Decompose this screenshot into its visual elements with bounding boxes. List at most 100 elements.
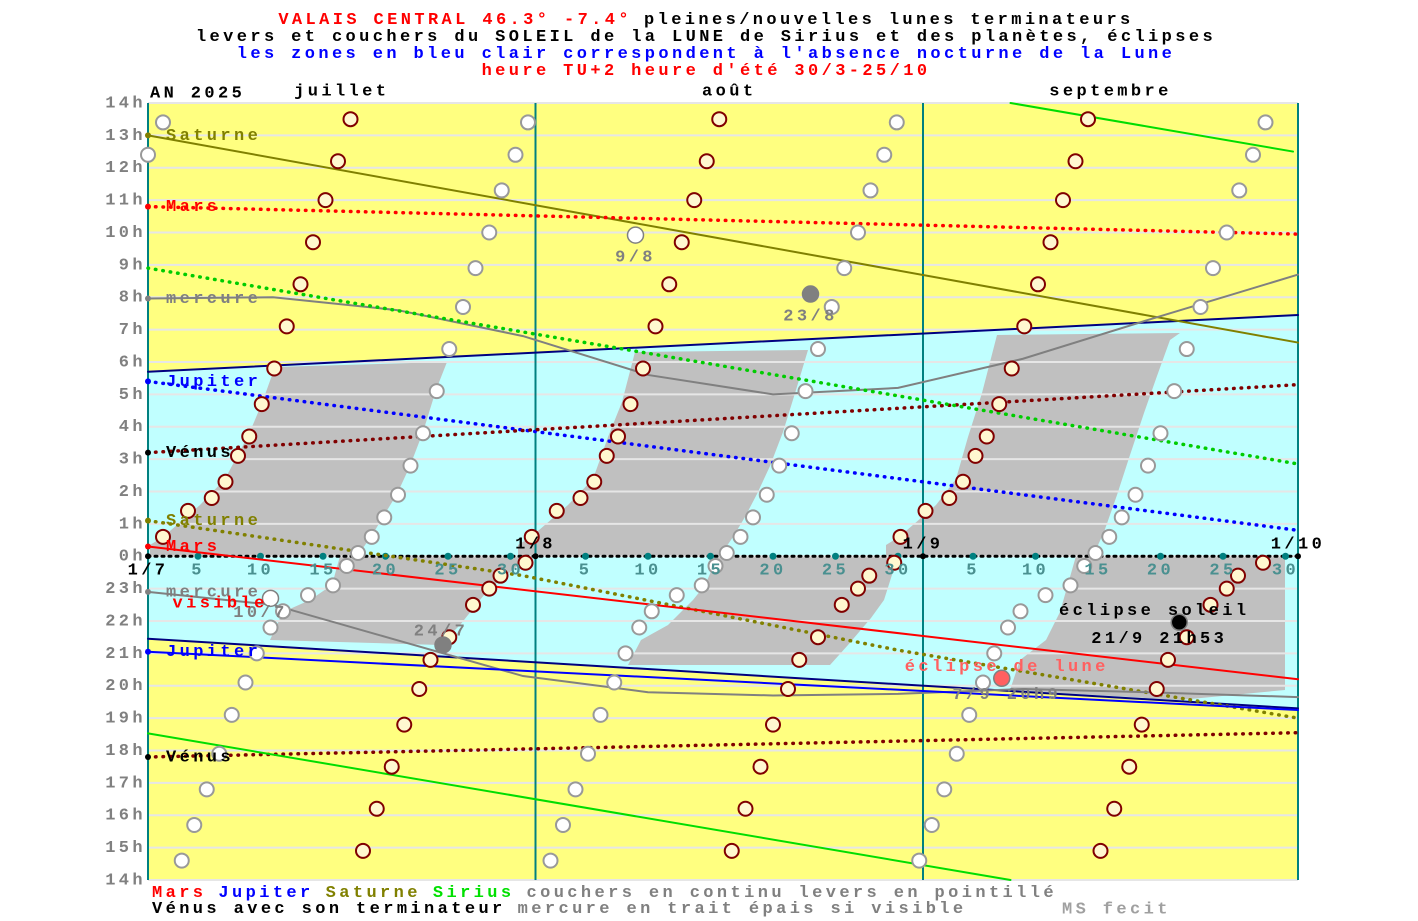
title-line-segment: pleines/nouvelles lunes terminateurs <box>644 11 1134 30</box>
moon-marker <box>978 428 995 445</box>
y-tick-label: 20h <box>105 677 146 696</box>
month-dot <box>1295 553 1301 560</box>
month-start-label: 1/8 <box>515 536 556 555</box>
month-label: septembre <box>1049 82 1171 101</box>
y-tick-label: 8h <box>119 289 146 308</box>
series-line <box>147 650 1299 712</box>
y-tick-label: 13h <box>105 127 146 146</box>
series-line <box>147 590 1299 699</box>
moon-marker <box>823 298 840 315</box>
x-tick <box>582 552 589 560</box>
moon-marker <box>180 502 196 519</box>
moon-marker <box>292 276 309 293</box>
event-date: 7/9 20h9 <box>952 686 1061 705</box>
moon-marker <box>1080 111 1096 128</box>
footer-line: Mars Jupiter Saturne Sirius couchers en cont… <box>152 884 1057 903</box>
moon-marker <box>1140 457 1156 474</box>
x-tick <box>194 552 202 560</box>
moon-marker <box>737 800 754 817</box>
series-label: Vénus <box>166 444 234 463</box>
moon-marker <box>862 182 879 199</box>
moon-marker <box>1055 192 1071 209</box>
x-tick-label: 10 <box>634 562 661 581</box>
footer-line-segment: Sirius <box>433 884 515 903</box>
footer-line-segment: mercure en trait épais si visible <box>518 900 967 919</box>
moon-marker <box>961 706 978 723</box>
events: 10/7 24/7 9/8 23/8 éclipse de lune 7/9 20h9 éc… <box>233 226 1246 705</box>
y-tick-label: 16h <box>105 807 146 826</box>
x-tick <box>644 552 652 560</box>
series-label: mercure <box>166 583 261 602</box>
moon-zone <box>886 333 1180 556</box>
moon-marker <box>917 502 934 519</box>
moon-marker <box>1166 383 1183 400</box>
moon-marker <box>493 182 510 199</box>
y-tick-label: 12h <box>105 159 146 178</box>
moon-markers <box>140 111 1274 869</box>
moon-marker <box>230 447 246 464</box>
series-start-dot <box>145 295 151 302</box>
moon-marker <box>305 234 321 251</box>
title-line-segment: heure TU+2 heure d'été 30/3-25/10 <box>482 62 931 81</box>
moon-marker <box>517 554 534 571</box>
moon-marker <box>955 473 971 490</box>
y-tick-label: 11h <box>105 192 146 211</box>
moon-marker <box>567 781 584 798</box>
event-marker <box>434 636 452 654</box>
moon-marker <box>1016 318 1033 335</box>
moon-marker <box>1101 528 1118 545</box>
moon-marker <box>698 153 715 170</box>
moon-marker <box>355 842 371 859</box>
moon-marker <box>441 341 458 358</box>
moon-marker <box>836 260 853 277</box>
moon-marker <box>548 502 565 519</box>
moon-marker <box>991 396 1008 413</box>
x-tick-label: 15 <box>1084 562 1111 581</box>
moon-marker <box>211 745 228 762</box>
month-start-label: 1/9 <box>903 536 944 555</box>
moon-marker <box>396 716 413 733</box>
moon-marker <box>422 651 439 668</box>
moon-marker <box>791 651 808 668</box>
moon-marker <box>542 852 559 869</box>
moon-marker <box>266 360 283 377</box>
moon-marker <box>606 674 623 691</box>
year-label: AN 2025 <box>150 84 245 103</box>
moon-marker <box>507 146 524 163</box>
moon-marker <box>1076 557 1093 574</box>
month-dot <box>145 553 151 560</box>
moon-marker <box>876 146 893 163</box>
moon-marker <box>455 298 471 315</box>
moon-marker <box>693 577 710 594</box>
x-tick-label: 20 <box>1147 562 1174 581</box>
moon-marker <box>1231 182 1248 199</box>
moon-marker <box>936 781 953 798</box>
y-tick-label: 19h <box>105 710 146 729</box>
event-marker <box>261 589 280 608</box>
moon-marker <box>661 276 678 293</box>
moon-marker <box>580 745 596 762</box>
moon-marker <box>850 580 866 597</box>
title-line: les zones en bleu clair correspondent à … <box>237 45 1176 64</box>
y-tick-label: 14h <box>105 94 146 113</box>
x-tick <box>969 552 977 560</box>
footer-line-segment: couchers en continu levers en pointillé <box>526 884 1056 903</box>
event-label: 24/7 <box>414 622 468 641</box>
month-label: août <box>702 82 756 101</box>
y-tick-label: 6h <box>119 353 146 372</box>
x-tick <box>832 552 839 560</box>
series-line <box>146 730 1300 759</box>
moon-marker <box>481 580 498 597</box>
moon-marker <box>415 425 431 442</box>
moon-marker <box>1067 153 1084 170</box>
moon-marker <box>1012 603 1029 620</box>
y-tick-label: 9h <box>119 256 146 275</box>
moon-marker <box>1062 577 1079 594</box>
x-tick-label: 20 <box>372 562 399 581</box>
moon-zone <box>518 350 808 556</box>
moon-marker <box>810 629 826 646</box>
moon-marker <box>941 489 958 506</box>
moon-marker <box>481 224 498 241</box>
moon-marker <box>203 489 220 506</box>
x-tick-label: 5 <box>966 562 980 581</box>
